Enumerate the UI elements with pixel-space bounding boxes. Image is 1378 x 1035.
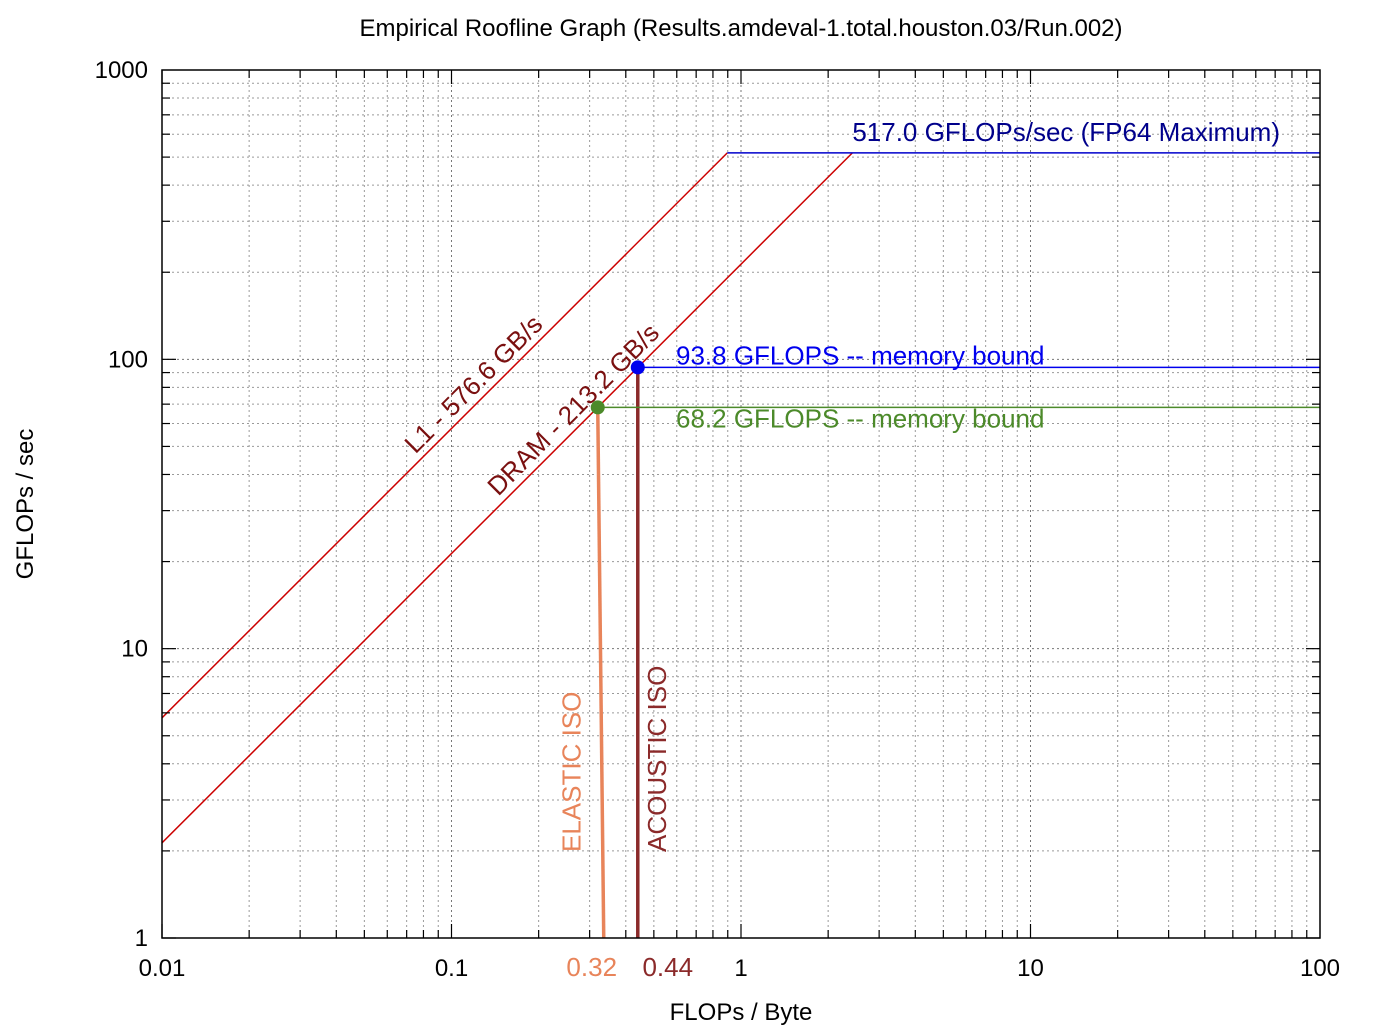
labels: Empirical Roofline Graph (Results.amdeva…	[12, 15, 1123, 1026]
x-tick-label: 100	[1300, 955, 1340, 982]
peak-label: 517.0 GFLOPs/sec (FP64 Maximum)	[852, 117, 1280, 147]
x-tick-label: 1	[734, 955, 747, 982]
kernel-x-label-1: 0.44	[642, 952, 693, 982]
data-marks: 0.01 0.1 1 10 100 1 10 100 1000 517.0 GFLOPs/sec …	[95, 57, 1340, 982]
ceiling-line-0	[162, 152, 728, 719]
chart-title: Empirical Roofline Graph (Results.amdeva…	[359, 15, 1122, 42]
y-tick-label: 1	[135, 925, 148, 952]
y-tick-label: 10	[121, 636, 148, 663]
y-axis-title: GFLOPs / sec	[12, 429, 39, 580]
kernel-name-1: ACOUSTIC ISO	[642, 666, 672, 852]
ceiling-line-1	[162, 152, 853, 844]
point-label-1: 68.2 GFLOPS -- memory bound	[676, 403, 1044, 433]
y-tick-label: 100	[108, 346, 148, 373]
point-label-0: 93.8 GFLOPS -- memory bound	[676, 340, 1044, 370]
grid	[162, 70, 1320, 938]
x-tick-label: 0.1	[435, 955, 468, 982]
kernel-name-0: ELASTIC ISO	[557, 692, 587, 852]
data-point-1	[590, 400, 605, 415]
x-tick-label: 0.01	[139, 955, 186, 982]
x-axis-title: FLOPs / Byte	[670, 999, 813, 1026]
y-tick-label: 1000	[95, 57, 148, 84]
kernel-line-0	[595, 407, 606, 938]
data-point-0	[630, 360, 645, 375]
x-tick-label: 10	[1017, 955, 1044, 982]
kernel-x-label-0: 0.32	[566, 952, 617, 982]
tick-marks	[161, 70, 1320, 939]
series-layer	[162, 152, 1320, 938]
